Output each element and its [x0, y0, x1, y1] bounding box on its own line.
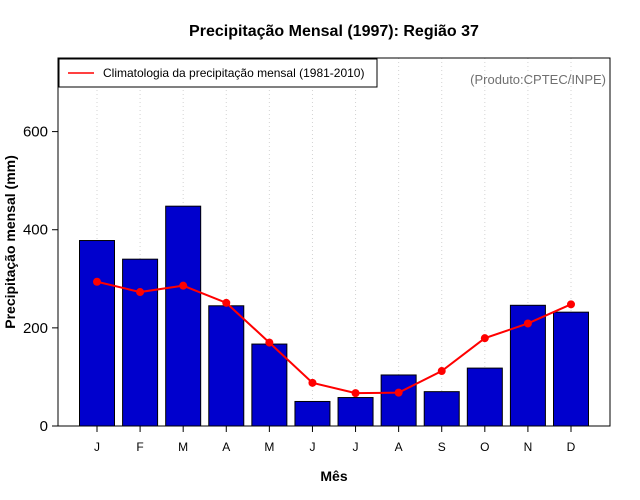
- bar-7: [337, 397, 374, 427]
- climatology-point-5: [265, 338, 274, 347]
- x-tick-label: F: [136, 440, 143, 454]
- climatology-point-9: [437, 367, 446, 376]
- bar-9: [423, 391, 460, 427]
- x-tick-label: S: [438, 440, 446, 454]
- x-tick-label: A: [222, 440, 230, 454]
- bar-2: [122, 258, 159, 427]
- y-axis: 0 200 400 600: [23, 124, 58, 435]
- climatology-point-2: [136, 288, 145, 297]
- climatology-point-11: [523, 319, 532, 328]
- x-tick-label: M: [264, 440, 274, 454]
- x-tick-label: J: [309, 440, 315, 454]
- bars: [79, 205, 589, 427]
- legend-label: Climatologia da precipitação mensal (198…: [103, 66, 364, 80]
- climatology-point-3: [179, 281, 188, 290]
- x-tick-label: J: [353, 440, 359, 454]
- x-tick-label: A: [395, 440, 403, 454]
- bar-3: [165, 205, 202, 427]
- chart-title: Precipitação Mensal (1997): Região 37: [189, 23, 479, 40]
- bar-12: [553, 311, 589, 427]
- x-tick-label: D: [567, 440, 576, 454]
- climatology-point-4: [222, 298, 231, 307]
- bar-8: [380, 374, 417, 427]
- climatology-point-10: [480, 334, 489, 343]
- y-tick-label: 0: [40, 418, 48, 435]
- x-axis-title: Mês: [320, 468, 347, 484]
- climatology-point-8: [394, 388, 403, 397]
- x-tick-label: N: [524, 440, 533, 454]
- plot-frame: [57, 57, 611, 427]
- y-tick-label: 400: [23, 222, 48, 239]
- x-tick-label: O: [480, 440, 489, 454]
- climatology-point-6: [308, 378, 317, 387]
- legend-box: [58, 58, 378, 88]
- climatology-line-layer: [93, 277, 575, 398]
- y-tick-label: 600: [23, 124, 48, 141]
- y-axis-title: Precipitação mensal (mm): [2, 155, 18, 329]
- legend: Climatologia da precipitação mensal (198…: [58, 58, 378, 88]
- climatology-point-12: [567, 300, 575, 309]
- climatology-point-1: [93, 277, 101, 286]
- x-tick-label: J: [94, 440, 100, 454]
- y-tick-label: 200: [23, 320, 48, 337]
- climatology-line: [96, 280, 572, 395]
- bar-1: [79, 240, 115, 427]
- source-annotation: (Produto:CPTEC/INPE): [470, 72, 606, 87]
- bar-5: [251, 343, 288, 427]
- bar-4: [208, 305, 245, 427]
- x-tick-label: M: [178, 440, 188, 454]
- bar-6: [294, 400, 331, 427]
- climatology-point-7: [351, 389, 360, 398]
- bar-10: [466, 367, 503, 427]
